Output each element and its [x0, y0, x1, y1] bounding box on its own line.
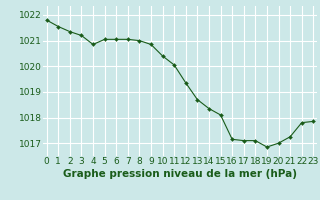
X-axis label: Graphe pression niveau de la mer (hPa): Graphe pression niveau de la mer (hPa): [63, 169, 297, 179]
